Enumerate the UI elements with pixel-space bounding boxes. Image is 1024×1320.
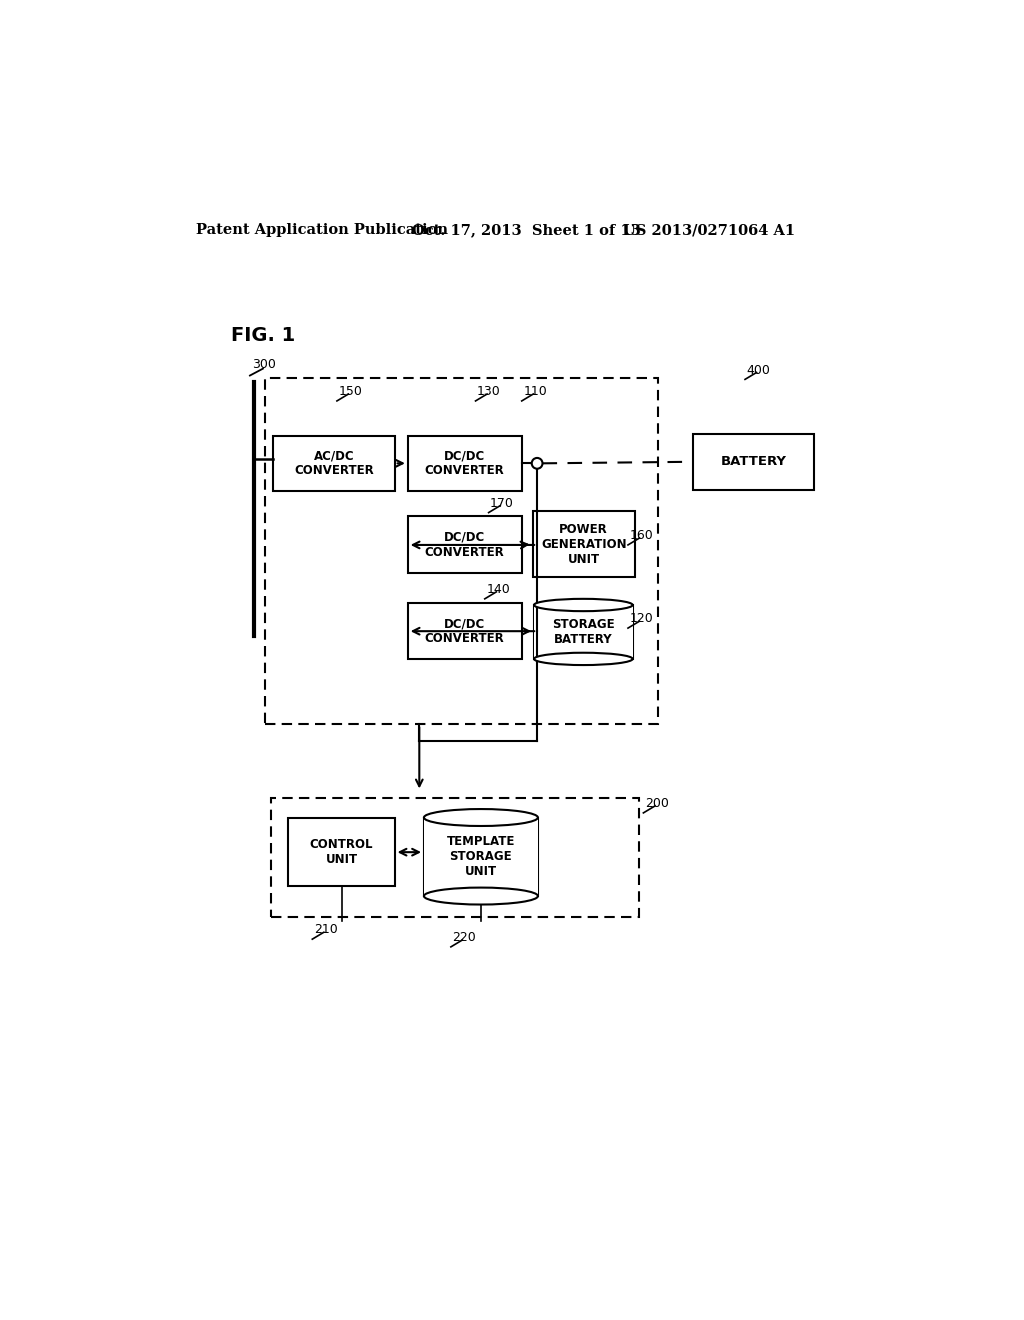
Bar xyxy=(265,378,658,725)
Text: STORAGE
BATTERY: STORAGE BATTERY xyxy=(552,618,614,645)
Text: 220: 220 xyxy=(453,931,476,944)
Bar xyxy=(535,605,633,659)
Text: 130: 130 xyxy=(477,385,501,399)
Text: CONTROL
UNIT: CONTROL UNIT xyxy=(310,838,374,866)
Text: 170: 170 xyxy=(490,496,514,510)
Text: DC/DC
CONVERTER: DC/DC CONVERTER xyxy=(425,531,505,558)
Text: BATTERY: BATTERY xyxy=(721,455,786,469)
Bar xyxy=(692,434,814,490)
Text: 200: 200 xyxy=(645,797,669,810)
Text: Patent Application Publication: Patent Application Publication xyxy=(196,223,449,238)
Bar xyxy=(271,797,639,917)
Bar xyxy=(408,603,521,659)
Ellipse shape xyxy=(424,809,538,826)
Text: FIG. 1: FIG. 1 xyxy=(230,326,295,345)
Bar xyxy=(289,818,394,886)
Text: Oct. 17, 2013  Sheet 1 of 13: Oct. 17, 2013 Sheet 1 of 13 xyxy=(412,223,640,238)
Bar xyxy=(273,436,394,491)
Text: TEMPLATE
STORAGE
UNIT: TEMPLATE STORAGE UNIT xyxy=(446,836,515,878)
Text: 300: 300 xyxy=(252,358,276,371)
Text: 110: 110 xyxy=(523,385,547,399)
Bar xyxy=(408,516,521,573)
Text: DC/DC
CONVERTER: DC/DC CONVERTER xyxy=(425,618,505,645)
Ellipse shape xyxy=(535,599,633,611)
Circle shape xyxy=(531,458,543,469)
Text: 140: 140 xyxy=(486,583,510,597)
Ellipse shape xyxy=(424,887,538,904)
Text: DC/DC
CONVERTER: DC/DC CONVERTER xyxy=(425,449,505,478)
Bar xyxy=(408,436,521,491)
Text: 120: 120 xyxy=(630,612,653,626)
Text: US 2013/0271064 A1: US 2013/0271064 A1 xyxy=(624,223,796,238)
Bar xyxy=(424,817,538,896)
Text: 160: 160 xyxy=(630,529,653,543)
Text: 150: 150 xyxy=(339,385,362,399)
Text: POWER
GENERATION
UNIT: POWER GENERATION UNIT xyxy=(541,523,627,566)
Text: 400: 400 xyxy=(746,363,770,376)
Bar xyxy=(532,511,635,577)
Ellipse shape xyxy=(535,653,633,665)
Text: 210: 210 xyxy=(313,924,338,936)
Text: AC/DC
CONVERTER: AC/DC CONVERTER xyxy=(294,449,374,478)
